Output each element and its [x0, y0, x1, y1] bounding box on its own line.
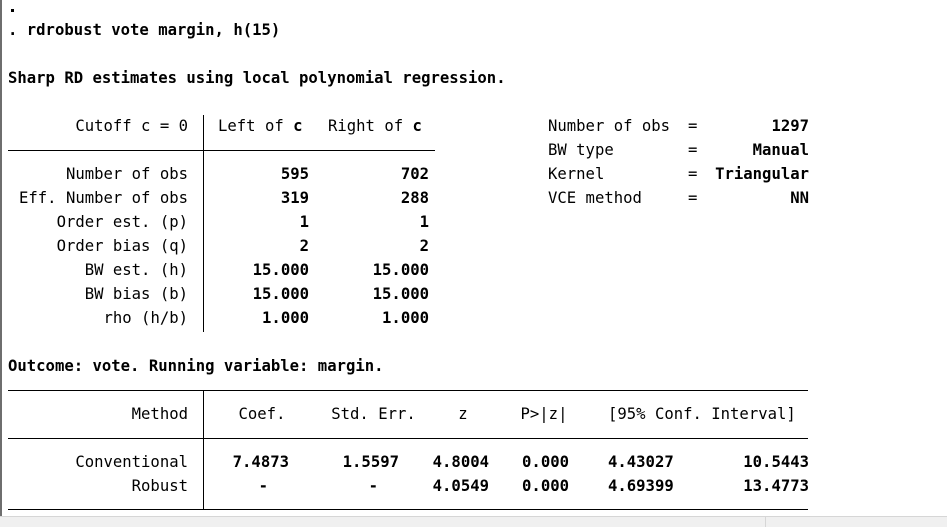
sample-row-left: 15.000: [252, 285, 309, 303]
summary-equals: =: [688, 189, 698, 207]
results-row-ci-low: 4.43027: [608, 453, 674, 471]
summary-value: NN: [790, 189, 809, 207]
outcome-line: Outcome: vote. Running variable: margin.: [8, 357, 384, 375]
results-row-p: 0.000: [522, 453, 569, 471]
results-row-coef: 7.4873: [232, 453, 289, 471]
summary-label: Kernel: [548, 165, 605, 183]
horizontal-scrollbar[interactable]: [0, 516, 947, 527]
results-row-se: -: [368, 477, 378, 495]
prompt-dot: [11, 9, 14, 12]
sample-row-label: rho (h/b): [103, 309, 189, 327]
results-row-z: 4.0549: [432, 477, 489, 495]
results-vertical-rule: [203, 391, 204, 509]
sample-row-right: 288: [400, 189, 429, 207]
results-header-z: z: [458, 405, 468, 423]
sample-row-right: 15.000: [372, 261, 429, 279]
right-header-c: c: [412, 117, 422, 135]
command-line: . rdrobust vote margin, h(15): [8, 21, 281, 39]
right-header-text: Right of: [328, 117, 413, 135]
results-header-coef: Coef.: [238, 405, 286, 423]
results-header-se: Std. Err.: [331, 405, 416, 423]
summary-equals: =: [688, 117, 698, 135]
results-header-ci: [95% Conf. Interval]: [608, 405, 796, 423]
results-header-method: Method: [131, 405, 188, 423]
results-row-ci-high: 13.4773: [743, 477, 809, 495]
cutoff-label: Cutoff c = 0: [75, 117, 188, 135]
sample-row-label: Eff. Number of obs: [19, 189, 188, 207]
sample-row-left: 319: [280, 189, 309, 207]
results-header-rule: [8, 438, 808, 439]
results-top-rule: [8, 390, 808, 391]
summary-value: Manual: [752, 141, 809, 159]
sample-table-header-rule: [8, 150, 435, 151]
sample-table-vertical-rule: [203, 115, 204, 332]
summary-equals: =: [688, 141, 698, 159]
results-bottom-rule: [8, 509, 808, 510]
sample-row-left: 1.000: [262, 309, 309, 327]
sample-row-label: BW est. (h): [84, 261, 188, 279]
sample-row-left: 595: [280, 165, 309, 183]
sample-row-left: 1: [299, 213, 309, 231]
right-of-c-header: Right of c: [328, 116, 422, 136]
results-row-ci-low: 4.69399: [608, 477, 674, 495]
results-row-method: Robust: [131, 477, 188, 495]
sample-row-label: Order est. (p): [56, 213, 188, 231]
summary-value: 1297: [771, 117, 809, 135]
sample-row-right: 1: [419, 213, 429, 231]
summary-label: Number of obs: [548, 117, 671, 135]
output-window-left-border: [0, 0, 2, 526]
sample-row-label: Order bias (q): [56, 237, 188, 255]
sample-row-right: 2: [419, 237, 429, 255]
results-row-coef: -: [258, 477, 268, 495]
sample-row-left: 2: [299, 237, 309, 255]
results-row-method: Conventional: [75, 453, 188, 471]
sample-row-right: 702: [400, 165, 429, 183]
results-header-p: P>|z|: [520, 405, 568, 423]
results-row-z: 4.8004: [432, 453, 489, 471]
results-row-p: 0.000: [522, 477, 569, 495]
results-row-se: 1.5597: [342, 453, 399, 471]
sample-row-label: BW bias (b): [84, 285, 188, 303]
sample-row-label: Number of obs: [65, 165, 188, 183]
summary-value: Triangular: [715, 165, 809, 183]
sample-row-left: 15.000: [252, 261, 309, 279]
left-header-text: Left of: [218, 117, 294, 135]
summary-label: VCE method: [548, 189, 642, 207]
left-of-c-header: Left of c: [218, 116, 303, 136]
results-heading: Sharp RD estimates using local polynomia…: [8, 69, 506, 87]
results-row-ci-high: 10.5443: [743, 453, 809, 471]
summary-equals: =: [688, 165, 698, 183]
sample-row-right: 15.000: [372, 285, 429, 303]
summary-label: BW type: [548, 141, 614, 159]
left-header-c: c: [293, 117, 303, 135]
sample-row-right: 1.000: [382, 309, 429, 327]
